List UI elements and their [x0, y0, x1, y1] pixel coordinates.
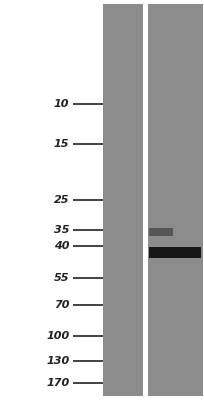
- Text: 170: 170: [46, 378, 69, 388]
- Bar: [149, 228, 173, 236]
- Bar: [149, 247, 201, 258]
- Text: 100: 100: [46, 331, 69, 341]
- Bar: [148, 4, 203, 396]
- Text: 130: 130: [46, 356, 69, 366]
- Bar: [103, 4, 143, 396]
- Text: 10: 10: [54, 99, 69, 109]
- Text: 25: 25: [54, 195, 69, 205]
- Text: 35: 35: [54, 225, 69, 235]
- Text: 15: 15: [54, 139, 69, 149]
- Text: 40: 40: [54, 241, 69, 251]
- Bar: [143, 4, 148, 396]
- Text: 55: 55: [54, 273, 69, 283]
- Text: 70: 70: [54, 300, 69, 310]
